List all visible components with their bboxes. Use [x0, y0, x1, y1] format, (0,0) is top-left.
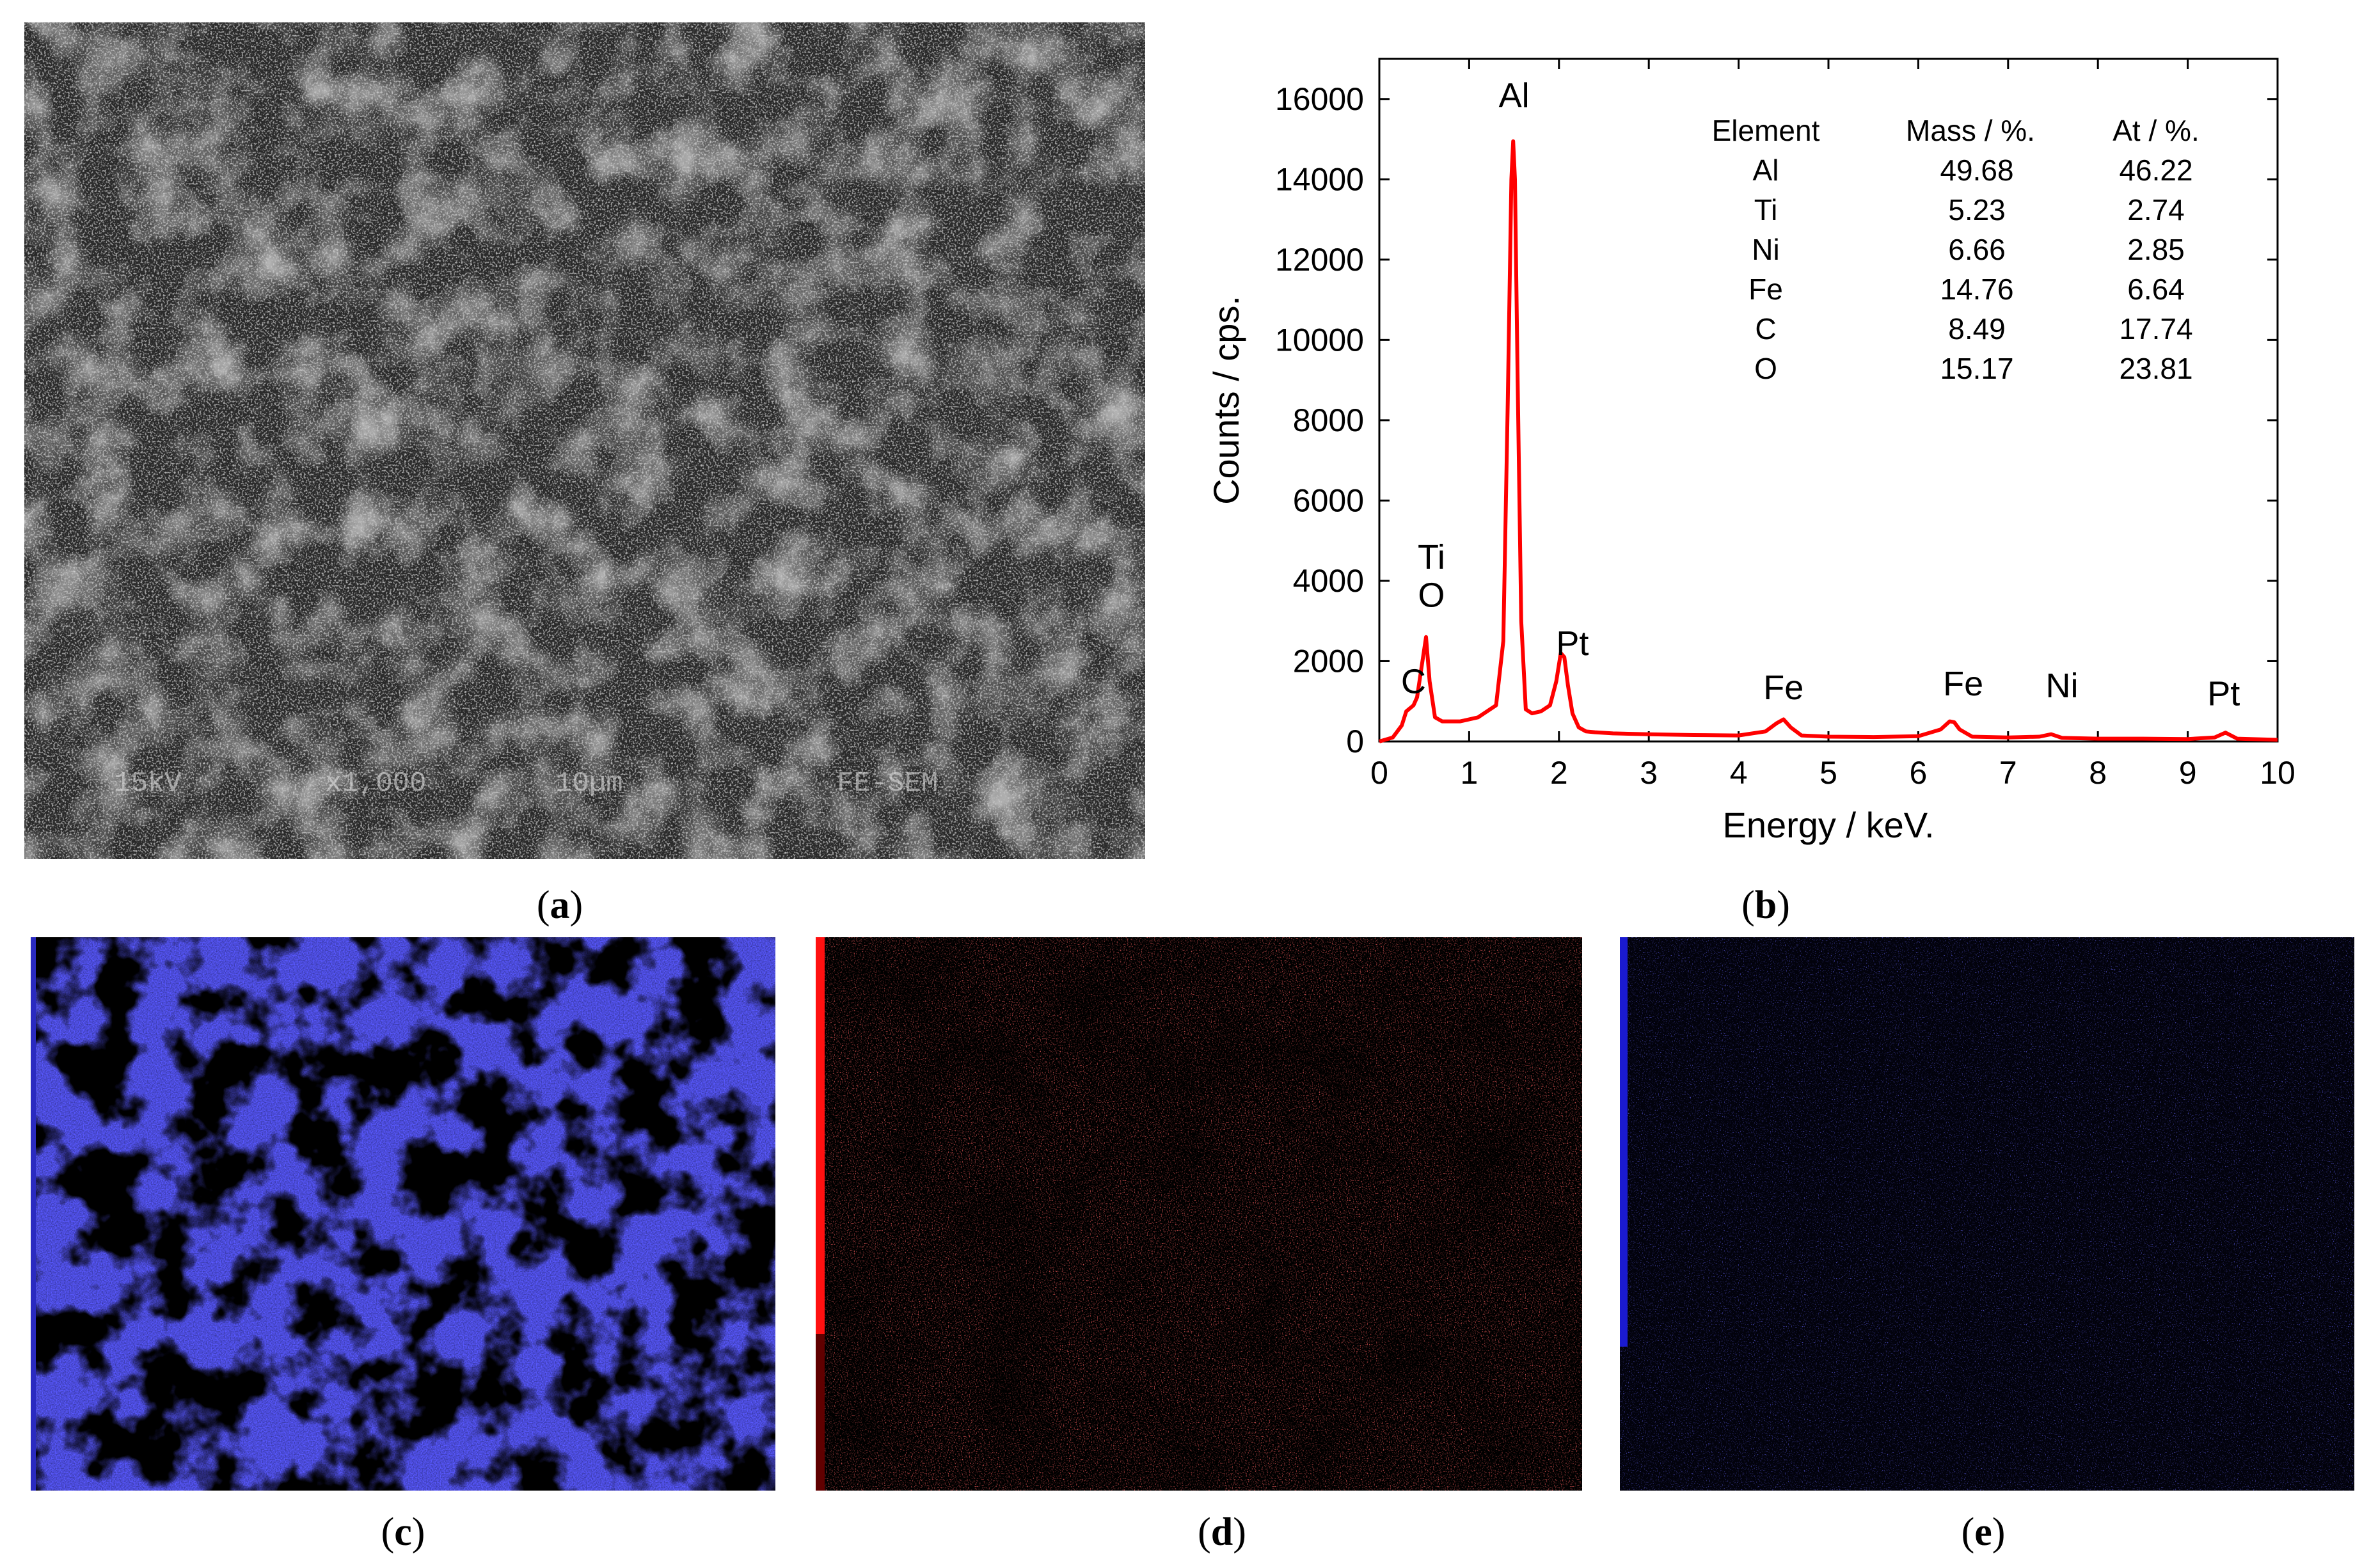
table-cell: 2.85	[2127, 233, 2185, 266]
sem-texture	[24, 22, 1145, 859]
table-cell: 6.64	[2127, 273, 2185, 306]
x-tick-label: 4	[1730, 755, 1748, 791]
caption-b: (b)	[1741, 883, 1790, 927]
peak-label: O	[1418, 576, 1445, 615]
table-cell: Ti	[1754, 193, 1778, 226]
peak-label: Pt	[2207, 675, 2240, 713]
map-c-edge	[31, 937, 36, 1491]
x-tick-label: 8	[2089, 755, 2107, 791]
element-map-c	[31, 937, 775, 1491]
chart-series	[1379, 139, 2278, 743]
sem-micrograph: 15kV x1,000 10µm FE-SEM	[24, 22, 1145, 859]
map-d-edge	[816, 937, 825, 1334]
table-cell: C	[1755, 312, 1776, 345]
y-tick-label: 8000	[1293, 402, 1364, 438]
map-c-texture	[31, 937, 775, 1491]
sem-magnification: x1,000	[325, 768, 427, 800]
map-e-texture	[1620, 937, 2354, 1491]
y-tick-label: 12000	[1275, 242, 1364, 278]
element-map-d	[816, 937, 1582, 1491]
table-cell: Ni	[1752, 233, 1779, 266]
peak-label: Al	[1499, 76, 1530, 115]
x-tick-label: 5	[1819, 755, 1837, 791]
peak-label: C	[1401, 663, 1426, 701]
y-tick-label: 10000	[1275, 322, 1364, 358]
chart-axes: 0 1 2 3 4 5 6 7 8 9 10 0 2000 4000 6000 8000 10000 12000 1…	[1206, 58, 2295, 845]
table-cell: O	[1754, 352, 1777, 385]
table-cell: 14.76	[1940, 273, 2013, 306]
peak-label: Fe	[1763, 669, 1803, 707]
y-tick-label: 14000	[1275, 161, 1364, 197]
table-cell: 6.66	[1948, 233, 2006, 266]
y-axis-label: Counts / cps.	[1206, 296, 1246, 505]
x-axis-label: Energy / keV.	[1722, 805, 1934, 845]
element-map-e	[1620, 937, 2354, 1491]
table-cell: 15.17	[1940, 352, 2013, 385]
x-tick-label: 2	[1550, 755, 1568, 791]
x-tick-label: 1	[1460, 755, 1478, 791]
sem-instrument: FE-SEM	[837, 768, 939, 800]
peak-label: Ti	[1418, 538, 1445, 576]
table-cell: Fe	[1748, 273, 1783, 306]
sem-voltage: 15kV	[114, 768, 182, 800]
table-header: At / %.	[2112, 114, 2199, 147]
y-tick-label: 4000	[1293, 563, 1364, 599]
caption-c: (c)	[381, 1510, 425, 1554]
x-tick-label: 10	[2260, 755, 2295, 791]
map-d-texture	[816, 937, 1582, 1491]
peak-label: Pt	[1556, 624, 1589, 663]
x-tick-label: 9	[2179, 755, 2197, 791]
spectrum-line	[1379, 139, 2278, 743]
peak-label: Ni	[2046, 667, 2079, 705]
sem-scale: 10µm	[555, 768, 623, 800]
caption-e: (e)	[1961, 1510, 2006, 1554]
caption-a: (a)	[536, 883, 583, 927]
x-tick-label: 0	[1370, 755, 1388, 791]
x-tick-label: 7	[1999, 755, 2017, 791]
composition-table: Element Mass / %. At / %. Al 49.68 46.22 Ti 5.2…	[1712, 114, 2200, 385]
table-cell: 46.22	[2119, 154, 2192, 187]
map-e-edge	[1620, 937, 1628, 1347]
table-cell: 23.81	[2119, 352, 2192, 385]
caption-d: (d)	[1198, 1510, 1246, 1554]
y-tick-label: 16000	[1275, 81, 1364, 117]
peak-label: Fe	[1943, 665, 1983, 703]
table-cell: 49.68	[1940, 154, 2013, 187]
table-cell: 17.74	[2119, 312, 2192, 345]
x-tick-label: 6	[1909, 755, 1927, 791]
x-tick-label: 3	[1640, 755, 1658, 791]
table-cell: Al	[1753, 154, 1779, 187]
y-tick-label: 2000	[1293, 643, 1364, 679]
table-cell: 5.23	[1948, 193, 2006, 226]
sem-overlay-bar: 15kV x1,000 10µm FE-SEM	[114, 768, 1042, 806]
table-header: Element	[1712, 114, 1820, 147]
map-d-edge-lower	[816, 1334, 825, 1491]
y-tick-label: 6000	[1293, 482, 1364, 518]
table-cell: 8.49	[1948, 312, 2006, 345]
eds-spectrum-chart: 0 1 2 3 4 5 6 7 8 9 10 0 2000 4000 6000 8000 10000 12000 1…	[1206, 58, 2295, 845]
table-cell: 2.74	[2127, 193, 2185, 226]
table-header: Mass / %.	[1906, 114, 2035, 147]
y-tick-label: 0	[1346, 724, 1364, 759]
